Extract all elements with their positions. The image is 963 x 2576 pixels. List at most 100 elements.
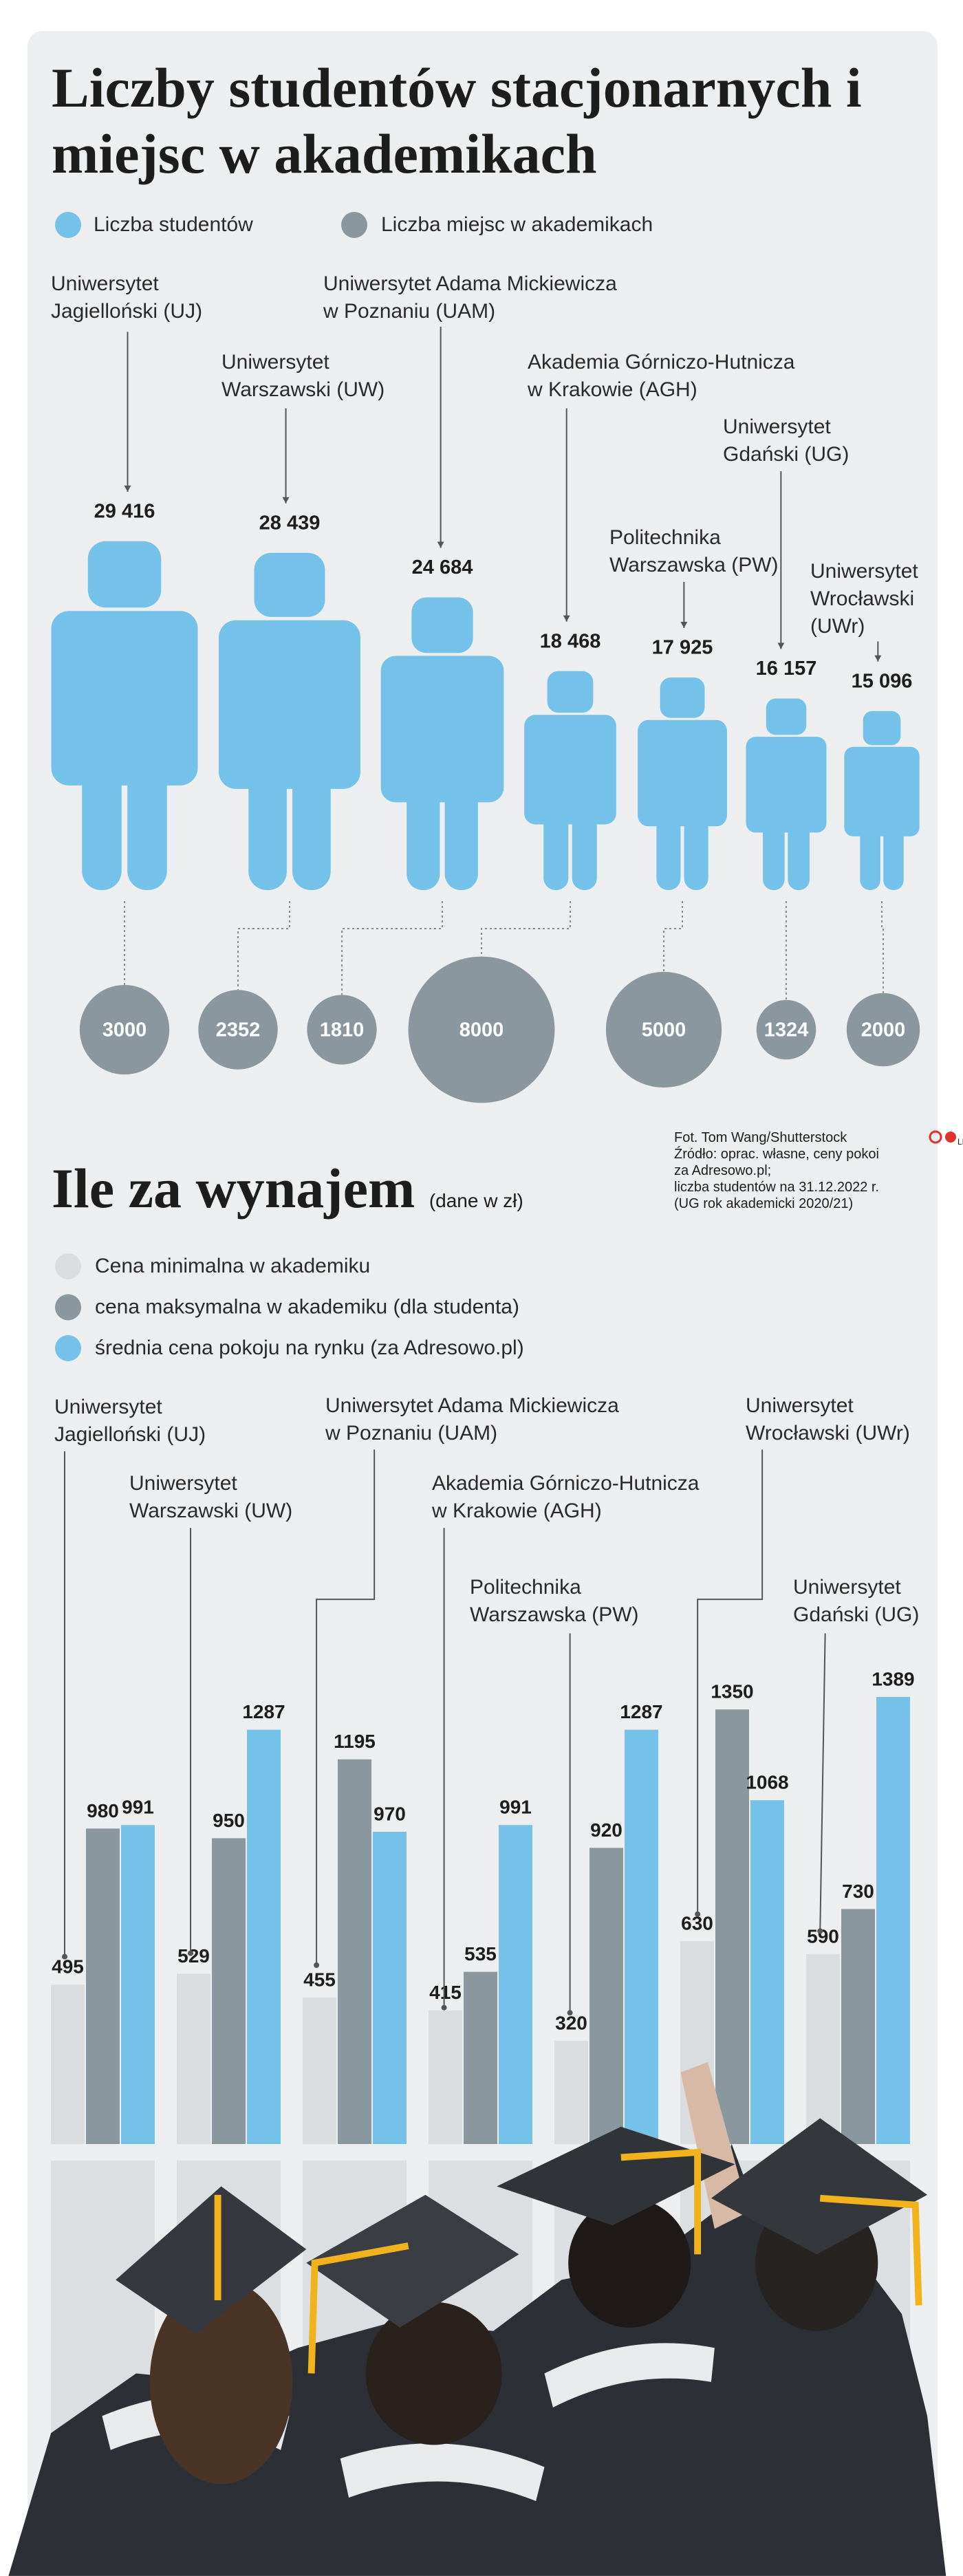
bar bbox=[212, 1838, 246, 2144]
tassel bbox=[307, 2242, 409, 2374]
value-label: 16 157 bbox=[756, 658, 817, 680]
legend-label: Liczba miejsc w akademikach bbox=[381, 213, 653, 236]
dorm-circle bbox=[756, 999, 816, 1060]
connector bbox=[237, 901, 290, 991]
value-label: 991 bbox=[499, 1797, 532, 1818]
person bbox=[219, 552, 360, 890]
value-label: 15 096 bbox=[852, 670, 913, 692]
value-label: 1389 bbox=[872, 1668, 914, 1689]
leader-arrow bbox=[563, 615, 570, 622]
person bbox=[844, 711, 920, 890]
cap bbox=[306, 2194, 519, 2328]
legend-marker bbox=[55, 212, 81, 238]
category-label: Uniwersytet Warszawski (UW) bbox=[129, 1472, 293, 1522]
chart-title: Ile za wynajem (dane w zł) bbox=[52, 1156, 523, 1234]
dorm-circle bbox=[605, 971, 722, 1088]
value-label: 730 bbox=[842, 1881, 874, 1902]
value-label: 29 416 bbox=[94, 501, 155, 523]
photo-credit: Fot. Tom Wang/Shutterstock bbox=[674, 1130, 847, 1145]
head bbox=[568, 2198, 691, 2328]
value-label: 24 684 bbox=[412, 556, 473, 578]
category-label: Akademia Górniczo-Hutnicza w Krakowie (A… bbox=[528, 351, 795, 401]
bar bbox=[750, 1800, 784, 2144]
leader-line bbox=[316, 1449, 376, 1965]
bar bbox=[338, 1759, 371, 2144]
chart-title-text: Ile za wynajem bbox=[52, 1157, 415, 1220]
value-label: 320 bbox=[555, 2013, 587, 2034]
value-label: 970 bbox=[374, 1803, 406, 1824]
legend-marker bbox=[55, 1253, 81, 1279]
tassel bbox=[620, 2148, 702, 2255]
value-label: 535 bbox=[464, 1943, 497, 1965]
bar bbox=[625, 1729, 658, 2144]
bar bbox=[303, 1998, 336, 2144]
collar bbox=[544, 2343, 715, 2408]
bar bbox=[86, 1828, 120, 2144]
value-label: 18 468 bbox=[540, 630, 601, 652]
category-label: Uniwersytet Adama Mickiewicza w Poznaniu… bbox=[323, 272, 617, 323]
value-label: 1287 bbox=[242, 1701, 285, 1722]
value-label: 1810 bbox=[320, 1019, 365, 1041]
legend-marker bbox=[55, 1335, 81, 1361]
chart-title: Liczby studentów stacjonarnych i miejsc … bbox=[52, 56, 862, 185]
category-label: Uniwersytet Jagielloński (UJ) bbox=[51, 272, 203, 323]
value-label: 2352 bbox=[216, 1019, 261, 1041]
category-label: Akademia Górniczo-Hutnicza w Krakowie (A… bbox=[432, 1472, 700, 1522]
hair bbox=[149, 2280, 293, 2485]
leader-dot bbox=[817, 1928, 823, 1934]
legend-label: cena maksymalna w akademiku (dla student… bbox=[95, 1295, 519, 1318]
value-label: 455 bbox=[303, 1969, 336, 1990]
leader-arrow bbox=[437, 541, 444, 548]
bar bbox=[841, 1909, 875, 2144]
dorm-circle bbox=[408, 956, 555, 1103]
leader-dot bbox=[567, 2010, 573, 2016]
bar bbox=[464, 1971, 497, 2144]
leader-arrow bbox=[282, 497, 290, 504]
legend-marker bbox=[341, 212, 367, 238]
category-label: Uniwersytet Gdański (UG) bbox=[723, 415, 850, 466]
legend-label: Liczba studentów bbox=[94, 213, 253, 236]
value-label: 3000 bbox=[102, 1019, 147, 1041]
category-label: Uniwersytet Wrocławski (UWr) bbox=[810, 560, 918, 638]
dorm-circle bbox=[307, 995, 377, 1065]
leader-dot bbox=[695, 1911, 701, 1917]
dorm-circle bbox=[198, 990, 278, 1070]
leader-dot bbox=[441, 2004, 447, 2011]
cap bbox=[116, 2186, 307, 2335]
connector bbox=[341, 901, 443, 995]
connector bbox=[663, 901, 683, 972]
source-note: Źródło: oprac. własne, ceny pokoi za Adr… bbox=[674, 1147, 879, 1211]
head bbox=[365, 2302, 502, 2445]
category-label: Uniwersytet Gdański (UG) bbox=[793, 1576, 920, 1626]
category-label: Uniwersytet Adama Mickiewicza w Poznaniu… bbox=[325, 1394, 619, 1444]
logo-icon bbox=[945, 1132, 956, 1143]
cap bbox=[711, 2118, 928, 2255]
value-label: 980 bbox=[87, 1800, 119, 1821]
category-label: Politechnika Warszawska (PW) bbox=[470, 1576, 639, 1626]
leader-dot bbox=[314, 1962, 320, 1968]
value-label: 1287 bbox=[620, 1701, 662, 1722]
value-label: 2000 bbox=[861, 1019, 906, 1041]
leader-arrow bbox=[777, 642, 785, 649]
value-label: 1195 bbox=[334, 1731, 376, 1752]
legend-marker bbox=[55, 1294, 81, 1321]
dorm-circle bbox=[79, 984, 170, 1075]
value-label: 1324 bbox=[764, 1019, 809, 1041]
bar bbox=[806, 1953, 840, 2144]
value-label: 590 bbox=[807, 1925, 839, 1947]
value-label: 17 925 bbox=[652, 637, 713, 659]
person bbox=[380, 597, 504, 890]
value-label: 495 bbox=[52, 1956, 84, 1978]
bar bbox=[177, 1973, 210, 2144]
leader-arrow bbox=[680, 621, 688, 628]
tassel bbox=[819, 2194, 922, 2306]
value-label: 1068 bbox=[746, 1772, 788, 1793]
leader-dot bbox=[188, 1950, 194, 1956]
leader-line bbox=[697, 1449, 764, 1914]
connector bbox=[481, 901, 571, 957]
legend-label: Cena minimalna w akademiku bbox=[95, 1255, 370, 1277]
bar bbox=[121, 1825, 155, 2144]
leader-dot bbox=[61, 1953, 67, 1960]
person bbox=[51, 541, 198, 891]
